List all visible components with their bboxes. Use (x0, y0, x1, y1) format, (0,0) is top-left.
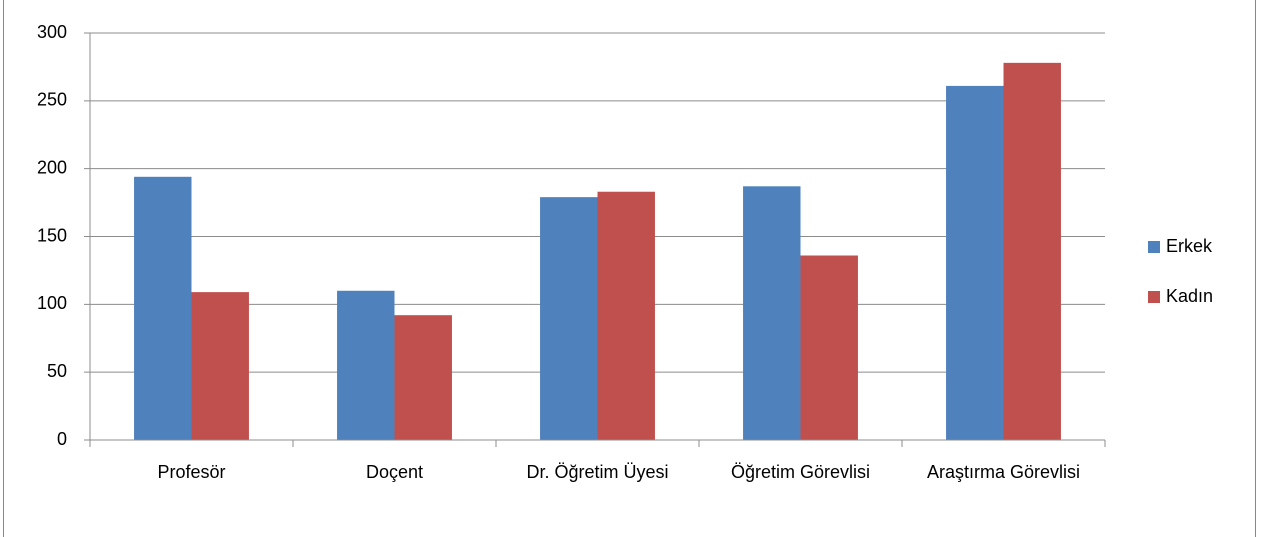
bar (394, 315, 452, 440)
legend-label: Erkek (1166, 236, 1213, 256)
legend-swatch (1148, 291, 1160, 303)
chart-frame (3, 0, 1256, 537)
y-tick-label: 150 (37, 225, 67, 245)
bar (743, 186, 801, 440)
y-tick-label: 0 (57, 429, 67, 449)
bar (337, 290, 395, 440)
bar (134, 176, 192, 440)
x-tick-label: Dr. Öğretim Üyesi (526, 462, 668, 482)
bar (946, 85, 1004, 440)
bar (800, 255, 858, 440)
bar (597, 191, 655, 440)
bar (540, 197, 598, 440)
legend-label: Kadın (1166, 286, 1213, 306)
y-tick-label: 100 (37, 293, 67, 313)
bar (191, 292, 249, 440)
x-tick-label: Doçent (366, 462, 423, 482)
y-tick-label: 250 (37, 90, 67, 110)
bar (1003, 62, 1061, 440)
y-tick-label: 200 (37, 157, 67, 177)
y-tick-label: 300 (37, 22, 67, 42)
x-tick-label: Öğretim Görevlisi (731, 462, 870, 482)
legend-swatch (1148, 241, 1160, 253)
y-tick-label: 50 (47, 361, 67, 381)
x-tick-label: Profesör (157, 462, 225, 482)
x-tick-label: Araştırma Görevlisi (927, 462, 1080, 482)
